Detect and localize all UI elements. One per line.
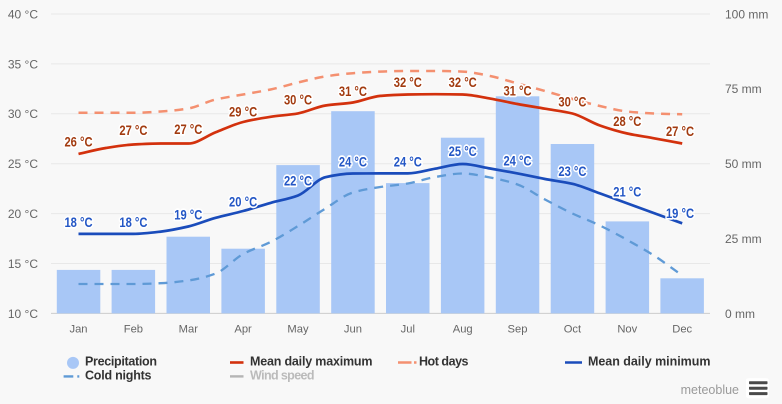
svg-text:Mar: Mar (179, 324, 199, 336)
svg-text:Mean daily minimum: Mean daily minimum (588, 355, 711, 369)
svg-text:19 °C: 19 °C (666, 206, 694, 221)
svg-text:20 °C: 20 °C (229, 194, 257, 209)
svg-text:22 °C: 22 °C (284, 173, 312, 188)
svg-text:27 °C: 27 °C (119, 123, 147, 138)
svg-text:27 °C: 27 °C (174, 122, 202, 137)
svg-text:24 °C: 24 °C (503, 153, 531, 168)
svg-text:25 °C: 25 °C (449, 144, 477, 159)
svg-text:15 °C: 15 °C (8, 257, 38, 271)
svg-text:Sep: Sep (508, 324, 528, 336)
svg-text:32 °C: 32 °C (449, 75, 477, 90)
svg-text:100 mm: 100 mm (725, 7, 768, 21)
svg-text:Jun: Jun (344, 324, 362, 336)
svg-text:24 °C: 24 °C (394, 154, 422, 169)
svg-text:May: May (287, 324, 309, 336)
svg-text:28 °C: 28 °C (613, 114, 641, 129)
svg-text:Aug: Aug (453, 324, 473, 336)
svg-text:75 mm: 75 mm (725, 82, 762, 96)
svg-text:18 °C: 18 °C (119, 215, 147, 230)
svg-text:31 °C: 31 °C (339, 84, 367, 99)
svg-text:23 °C: 23 °C (558, 164, 586, 179)
svg-text:Precipitation: Precipitation (85, 355, 157, 369)
svg-text:50 mm: 50 mm (725, 157, 762, 171)
svg-text:Dec: Dec (672, 324, 692, 336)
svg-text:29 °C: 29 °C (229, 104, 257, 119)
svg-text:20 °C: 20 °C (8, 207, 38, 221)
svg-text:18 °C: 18 °C (64, 215, 92, 230)
svg-text:21 °C: 21 °C (613, 185, 641, 200)
svg-text:Wind speed: Wind speed (250, 368, 315, 382)
svg-text:27 °C: 27 °C (666, 124, 694, 139)
svg-text:Cold nights: Cold nights (85, 368, 152, 382)
svg-text:Jul: Jul (401, 324, 415, 336)
svg-text:19 °C: 19 °C (174, 207, 202, 222)
svg-text:Mean daily maximum: Mean daily maximum (250, 355, 373, 369)
svg-text:26 °C: 26 °C (64, 134, 92, 149)
svg-text:Apr: Apr (234, 324, 252, 336)
svg-text:25 °C: 25 °C (8, 157, 38, 171)
svg-text:25 mm: 25 mm (725, 232, 762, 246)
svg-text:32 °C: 32 °C (394, 75, 422, 90)
svg-text:Hot days: Hot days (419, 355, 469, 369)
svg-text:Jan: Jan (69, 324, 87, 336)
svg-text:24 °C: 24 °C (339, 154, 367, 169)
svg-text:35 °C: 35 °C (8, 57, 38, 71)
svg-text:31 °C: 31 °C (503, 83, 531, 98)
svg-text:40 °C: 40 °C (8, 7, 38, 21)
svg-text:10 °C: 10 °C (8, 307, 38, 321)
svg-text:Oct: Oct (564, 324, 582, 336)
svg-text:0 mm: 0 mm (725, 307, 755, 321)
svg-text:Nov: Nov (617, 324, 637, 336)
svg-text:30 °C: 30 °C (284, 92, 312, 107)
svg-text:Feb: Feb (124, 324, 143, 336)
svg-text:30 °C: 30 °C (558, 94, 586, 109)
svg-text:30 °C: 30 °C (8, 107, 38, 121)
svg-text:meteoblue: meteoblue (681, 383, 739, 397)
